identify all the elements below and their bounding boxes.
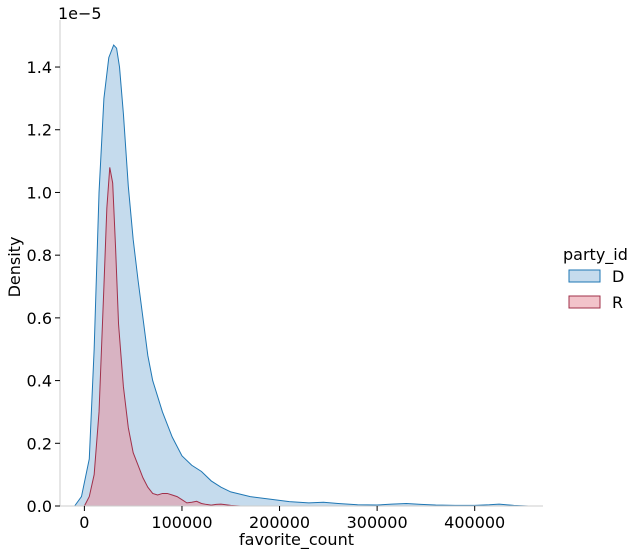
legend-title: party_id: [563, 245, 628, 265]
legend-label-r: R: [612, 293, 623, 312]
axes-layer: [59, 20, 543, 507]
x-tick-label: 0: [79, 513, 89, 532]
y-tick-label: 0.4: [27, 372, 52, 391]
series-d-area: [74, 45, 529, 506]
x-tick-label: 400000: [444, 513, 505, 532]
y-tick-label: 0.0: [27, 497, 52, 516]
legend-label-d: D: [612, 267, 624, 286]
x-tick-label: 200000: [249, 513, 310, 532]
legend-swatch-r: [568, 295, 601, 309]
legend-swatch-d: [568, 269, 601, 283]
x-tick-label: 300000: [347, 513, 408, 532]
y-tick-label: 1.4: [27, 58, 52, 77]
series-r-area: [84, 167, 241, 506]
series-d-line: [74, 44, 529, 507]
y-axis-label: Density: [5, 237, 24, 298]
y-tick-label: 1.2: [27, 121, 52, 140]
y-scale-label: 1e−5: [58, 4, 102, 23]
series-r-line: [83, 167, 241, 507]
y-tick-label: 0.6: [27, 309, 52, 328]
y-tick-label: 0.2: [27, 434, 52, 453]
series-layer: [74, 44, 529, 507]
y-tick-label: 0.8: [27, 246, 52, 265]
x-axis-label: favorite_count: [239, 530, 354, 550]
y-ticks: 0.0 0.2 0.4 0.6 0.8 1.0 1.2 1.4: [27, 58, 60, 516]
x-ticks: 0 100000 200000 300000 400000: [79, 506, 505, 532]
legend: party_id DR: [563, 245, 628, 312]
legend-entries: DR: [568, 267, 624, 312]
x-tick-label: 100000: [151, 513, 212, 532]
y-tick-label: 1.0: [27, 183, 52, 202]
